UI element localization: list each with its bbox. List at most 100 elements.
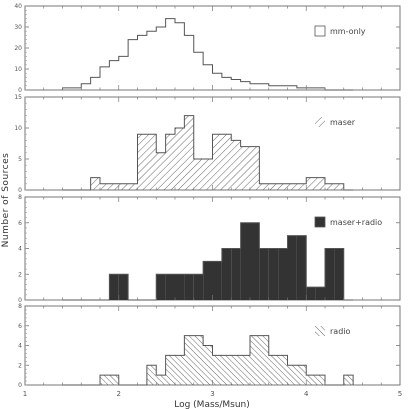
histogram-bar: [221, 248, 232, 300]
y-tick-label: 8: [18, 303, 22, 310]
y-tick-label: 4: [18, 246, 22, 253]
legend-label: radio: [330, 327, 350, 336]
x-tick-label: 5: [398, 390, 402, 398]
y-tick-label: 8: [18, 194, 22, 201]
histogram-bar: [184, 335, 194, 385]
histogram-bar: [325, 248, 335, 300]
histogram-bar: [193, 335, 204, 385]
histogram-bar: [278, 355, 288, 385]
y-tick-label: 4: [18, 343, 22, 350]
histogram-bar: [325, 183, 335, 190]
histogram-bar: [268, 183, 279, 190]
histogram-bar: [268, 355, 279, 385]
x-tick-label: 4: [304, 390, 309, 398]
histogram-bar: [250, 146, 260, 190]
histogram-bar: [156, 375, 166, 385]
y-tick-label: 0: [18, 187, 22, 194]
histogram-bar: [184, 274, 194, 300]
histogram-bar: [212, 134, 222, 190]
histogram-bar: [334, 248, 344, 300]
histogram-bar: [287, 365, 297, 385]
histogram-bar: [165, 134, 175, 190]
panel-4: 0 2 4 6 8 radio: [18, 303, 401, 389]
histogram-bar: [221, 134, 232, 190]
panel-2: 0 5 10 15 maser: [14, 94, 401, 194]
histogram-bar: [118, 183, 129, 190]
histogram-bar: [212, 355, 222, 385]
legend-label: mm-only: [330, 27, 366, 36]
histogram-bar: [109, 375, 119, 385]
histogram-bar: [250, 222, 260, 300]
histogram-bar: [100, 183, 110, 190]
histogram-bar: [231, 140, 241, 190]
histogram-bar: [175, 128, 185, 190]
histogram-bar: [109, 183, 119, 190]
histogram-bar: [165, 274, 175, 300]
histogram-bar: [203, 261, 213, 300]
histogram-bar: [240, 146, 250, 190]
histogram-bar: [146, 134, 157, 190]
histogram-bar: [193, 274, 204, 300]
y-tick-label: 0: [18, 382, 22, 389]
histogram-bar: [296, 365, 307, 385]
legend-swatch: [314, 216, 326, 228]
y-tick-label: 2: [18, 271, 22, 278]
histogram-bar: [156, 274, 166, 300]
histogram-bar: [184, 115, 194, 190]
histogram-bar: [175, 274, 185, 300]
legend-swatch: [315, 117, 325, 127]
histogram-bar: [287, 235, 297, 300]
histogram-bar: [296, 183, 307, 190]
histogram-bar: [268, 248, 279, 300]
panel-3: 0 2 4 6 8 maser+radio: [18, 194, 401, 304]
histogram-bar: [203, 159, 213, 190]
histogram-bar: [109, 274, 119, 300]
histogram-bar: [259, 248, 269, 300]
histogram-bar: [165, 355, 175, 385]
histogram-bar: [334, 183, 344, 190]
histogram-bar: [212, 261, 222, 300]
histogram-bar: [137, 134, 147, 190]
histogram-panels: 010203040mm-only051015maser02468maser+ra…: [14, 3, 401, 389]
x-tick-label: 2: [117, 390, 121, 398]
histogram-bar: [175, 355, 185, 385]
histogram-bar: [231, 248, 241, 300]
y-tick-label: 6: [18, 220, 22, 227]
histogram-bar: [146, 365, 157, 385]
y-tick-label: 0: [18, 87, 22, 94]
histogram-bar: [296, 235, 307, 300]
x-tick-label: 1: [23, 390, 27, 398]
histogram-bar: [118, 274, 129, 300]
histogram-outline: [62, 222, 354, 301]
legend-swatch: [315, 326, 325, 336]
histogram-bar: [278, 248, 288, 300]
histogram-bar: [240, 222, 250, 300]
y-tick-label: 20: [14, 45, 22, 52]
histogram-bar: [240, 355, 250, 385]
histogram-bar: [306, 177, 316, 190]
histogram-bar: [156, 152, 166, 190]
histogram-bar: [203, 345, 213, 385]
y-tick-label: 5: [18, 156, 22, 163]
histogram-bar: [287, 183, 297, 190]
y-axis-label: Number of Sources: [1, 153, 11, 248]
histogram-bar: [128, 183, 138, 190]
histogram-bar: [315, 375, 325, 385]
legend-label: maser+radio: [330, 218, 382, 227]
panel-1: 0 10 20 30 40 mm-only: [14, 3, 401, 94]
histogram-bar: [193, 159, 204, 190]
histogram-bar: [259, 183, 269, 190]
histogram-outline: [62, 18, 354, 91]
y-tick-label: 30: [14, 24, 22, 31]
histogram-bar: [221, 355, 232, 385]
histogram-bar: [231, 355, 241, 385]
histogram-bar: [343, 375, 354, 385]
y-tick-label: 10: [14, 66, 22, 73]
shared-x-axis: 1 2 3 4 5: [23, 390, 402, 398]
legend-swatch: [314, 25, 326, 37]
histogram-outline: [62, 115, 354, 191]
histogram-bar: [90, 177, 100, 190]
histogram-bar: [315, 287, 325, 300]
histogram-bar: [259, 335, 269, 385]
y-tick-label: 0: [18, 297, 22, 304]
